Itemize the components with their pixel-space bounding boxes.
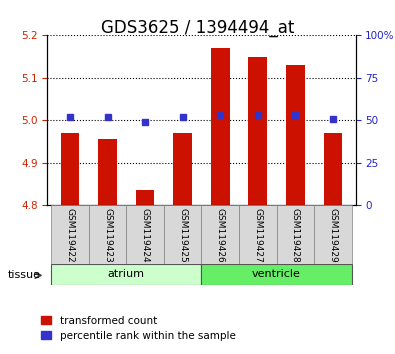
Bar: [324, 133, 342, 205]
Text: GSM119429: GSM119429: [329, 208, 337, 263]
Bar: [248, 57, 267, 205]
Text: GDS3625 / 1394494_at: GDS3625 / 1394494_at: [101, 19, 294, 38]
Text: GSM119427: GSM119427: [253, 208, 262, 263]
Text: GSM119423: GSM119423: [103, 208, 112, 263]
Text: GSM119428: GSM119428: [291, 208, 300, 263]
Bar: [173, 133, 192, 205]
FancyBboxPatch shape: [201, 264, 352, 285]
FancyBboxPatch shape: [314, 205, 352, 264]
FancyBboxPatch shape: [126, 205, 164, 264]
Bar: [286, 65, 305, 205]
Bar: [60, 133, 79, 205]
Text: atrium: atrium: [108, 269, 145, 279]
FancyBboxPatch shape: [276, 205, 314, 264]
Text: GSM119424: GSM119424: [141, 208, 150, 263]
FancyBboxPatch shape: [201, 205, 239, 264]
FancyBboxPatch shape: [239, 205, 276, 264]
FancyBboxPatch shape: [164, 205, 201, 264]
Text: ventricle: ventricle: [252, 269, 301, 279]
Text: tissue: tissue: [8, 270, 41, 280]
Legend: transformed count, percentile rank within the sample: transformed count, percentile rank withi…: [37, 312, 240, 345]
Bar: [211, 48, 229, 205]
Bar: [98, 139, 117, 205]
Text: GSM119422: GSM119422: [66, 208, 74, 263]
FancyBboxPatch shape: [51, 205, 89, 264]
FancyBboxPatch shape: [89, 205, 126, 264]
FancyBboxPatch shape: [51, 264, 201, 285]
Text: GSM119425: GSM119425: [178, 208, 187, 263]
Text: GSM119426: GSM119426: [216, 208, 225, 263]
Bar: [136, 190, 154, 205]
